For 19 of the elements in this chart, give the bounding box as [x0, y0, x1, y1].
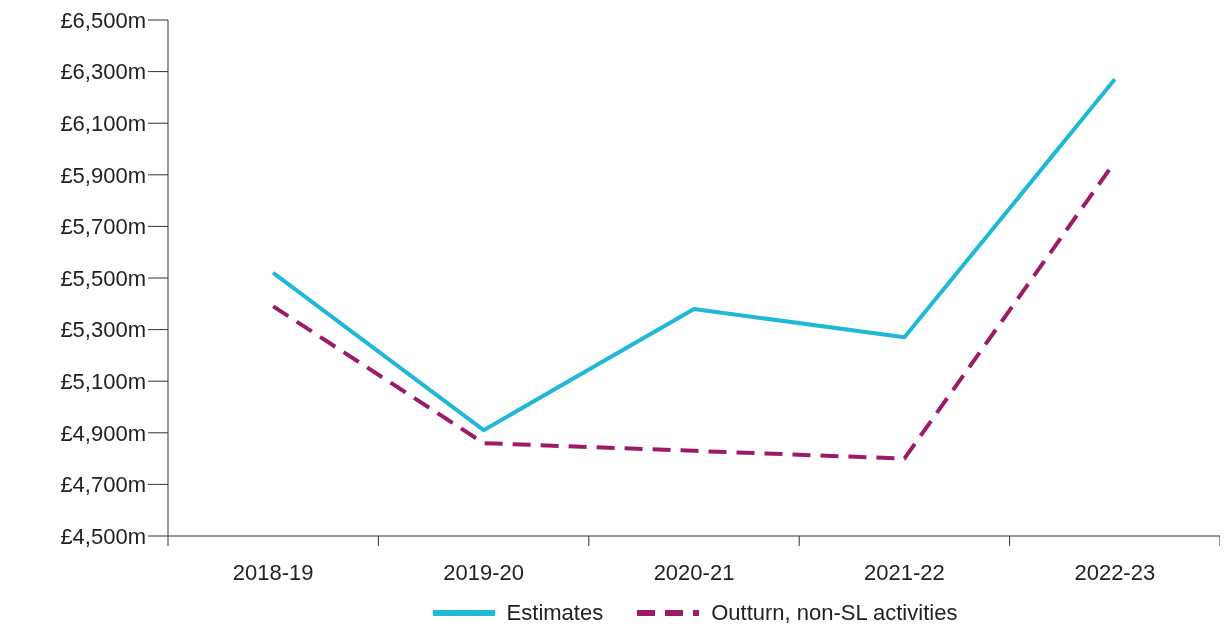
legend-label: Estimates [506, 600, 604, 626]
y-tick-label: £5,500m [60, 265, 146, 291]
y-tick-label: £5,300m [60, 317, 146, 343]
y-tick-label: £4,900m [60, 420, 146, 446]
x-tick-label: 2020-21 [653, 560, 735, 585]
y-tick-label: £5,900m [60, 162, 146, 188]
y-tick-label: £4,500m [60, 523, 146, 549]
y-tick-label: £6,100m [60, 111, 146, 137]
legend-label: Outturn, non-SL activities [711, 600, 958, 626]
line-series [271, 77, 1117, 433]
y-tick-label: £5,100m [60, 369, 146, 395]
x-tick-label: 2018-19 [232, 560, 314, 585]
y-tick-label: £6,500m [60, 7, 146, 33]
x-tick-label: 2022-23 [1074, 560, 1156, 585]
y-tick-label: £4,700m [60, 472, 146, 498]
y-tick-label: £6,300m [60, 59, 146, 85]
x-tick-label: 2019-20 [443, 560, 524, 585]
x-tick-label: 2021-22 [864, 560, 945, 585]
y-tick-label: £5,700m [60, 214, 146, 240]
